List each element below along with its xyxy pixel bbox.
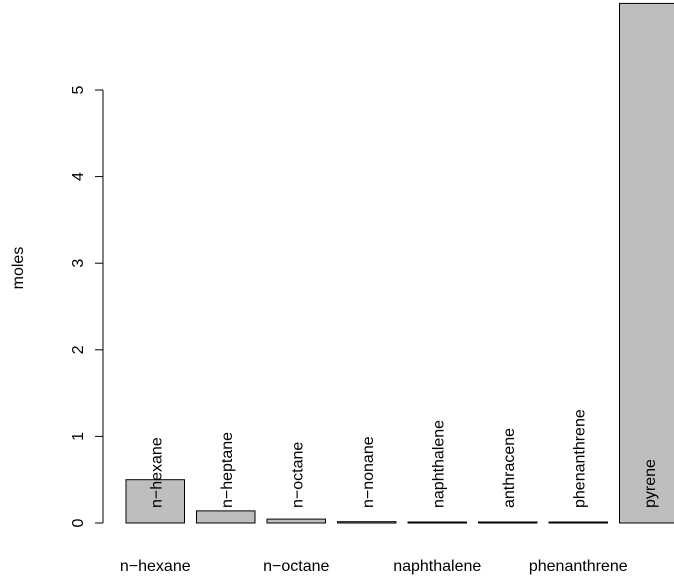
y-tick-label: 3 [70, 259, 87, 268]
y-tick-label: 4 [70, 172, 87, 181]
bar-n-nonane [337, 521, 397, 524]
y-tick-label: 5 [70, 85, 87, 94]
bar-label-n-nonane: n−nonane [360, 436, 377, 508]
bar-n-octane [266, 518, 326, 524]
bar-phenanthrene [548, 521, 608, 524]
y-axis: 0 1 2 3 4 5 [70, 85, 104, 527]
category-label-n-octane: n−octane [263, 558, 329, 575]
bar-naphthalene [407, 521, 467, 524]
y-tick-label: 1 [70, 432, 87, 441]
bar-n-hexane [125, 479, 185, 524]
category-label-naphthalene: naphthalene [393, 558, 481, 575]
category-label-n-hexane: n−hexane [120, 558, 191, 575]
bar-label-n-heptane: n−heptane [219, 432, 236, 508]
bar-label-naphthalene: naphthalene [430, 420, 447, 508]
bar-n-heptane [196, 510, 256, 524]
bar-label-pyrene: pyrene [642, 459, 659, 508]
y-tick-label: 0 [70, 518, 87, 527]
y-axis-label: moles [10, 247, 27, 290]
category-labels: n−hexane n−octane naphthalene phenanthrene [120, 558, 628, 575]
bar-label-n-hexane: n−hexane [148, 437, 165, 508]
bar-pyrene [619, 2, 674, 524]
bars [125, 2, 674, 524]
bar-labels: n−hexane n−heptane n−octane n−nonane naphtha… [148, 409, 659, 508]
category-label-phenanthrene: phenanthrene [529, 558, 628, 575]
bar-label-n-octane: n−octane [289, 442, 306, 508]
bar-label-anthracene: anthracene [501, 428, 518, 508]
bar-anthracene [478, 521, 538, 524]
y-tick-label: 2 [70, 345, 87, 354]
bar-label-phenanthrene: phenanthrene [571, 409, 588, 508]
